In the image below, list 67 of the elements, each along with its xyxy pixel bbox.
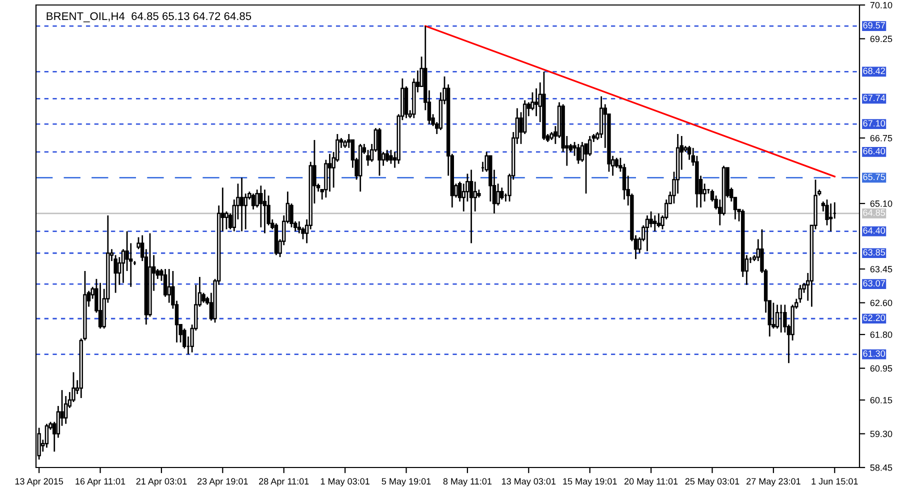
candlestick — [240, 177, 244, 232]
candlestick — [588, 135, 592, 157]
x-tick-label: 5 May 19:01 — [382, 478, 431, 486]
y-tick-label: 63.45 — [870, 266, 892, 272]
y-tick-label: 61.80 — [870, 331, 892, 338]
ref-line-label: 65.75 — [863, 174, 886, 180]
x-tick-label: 20 May 11:01 — [624, 478, 678, 486]
candlestick — [473, 180, 477, 212]
ref-line-label: 67.10 — [863, 120, 886, 127]
ref-line-label: 64.40 — [863, 227, 886, 234]
candlestick — [469, 169, 474, 244]
x-tick-label: 1 May 03:01 — [320, 478, 370, 486]
candlestick — [576, 143, 580, 164]
candlestick — [645, 214, 650, 252]
candlestick — [656, 212, 661, 228]
y-tick-label: 70.10 — [870, 2, 892, 8]
candlestick — [584, 143, 588, 194]
ref-line-label: 67.74 — [863, 94, 886, 102]
ref-line-label: 63.85 — [863, 249, 886, 256]
candlestick — [328, 153, 332, 192]
candlestick — [366, 149, 370, 166]
candlestick — [775, 304, 780, 330]
ref-line-label: 68.42 — [863, 68, 885, 74]
text: BRENT_OIL,H4 64.85 65.13 64.72 64.85 — [46, 12, 252, 22]
x-tick-label: 27 May 23:01 — [746, 478, 800, 486]
ref-line-label: 64.85 — [863, 209, 886, 216]
y-tick-label: 60.95 — [870, 365, 892, 372]
candlestick — [534, 88, 538, 117]
x-tick-label: 13 May 03:01 — [502, 478, 556, 486]
x-tick-label: 13 Apr 2015 — [15, 478, 64, 486]
x-tick-label: 25 May 03:01 — [685, 478, 740, 486]
ref-line-label: 61.30 — [863, 350, 886, 357]
ref-line-label: 66.40 — [863, 148, 886, 154]
y-tick-label: 60.15 — [870, 396, 892, 404]
candlestick — [500, 186, 504, 200]
y-tick-label: 59.30 — [870, 430, 892, 438]
candlestick — [828, 202, 833, 232]
candlestick — [389, 149, 393, 164]
ref-line-label: 62.20 — [863, 314, 886, 322]
x-tick-label: 1 Jun 15:01 — [812, 478, 858, 485]
candlestick — [202, 292, 206, 304]
y-tick-label: 69.25 — [870, 36, 892, 42]
candlestick — [385, 149, 389, 163]
y-tick-label: 62.60 — [870, 300, 892, 306]
candlestick — [496, 182, 500, 206]
y-tick-label: 66.75 — [870, 134, 892, 142]
candlestick — [244, 192, 248, 230]
candlestick — [224, 210, 228, 230]
candlestick — [251, 192, 256, 210]
candlestick — [44, 423, 49, 448]
candlestick — [649, 210, 653, 228]
x-tick-label: 23 Apr 19:01 — [198, 478, 248, 486]
candlestick — [614, 157, 618, 168]
x-tick-label: 21 Apr 03:01 — [136, 478, 187, 486]
x-tick-label: 28 Apr 11:01 — [259, 478, 309, 486]
x-tick-label: 8 May 11:01 — [443, 478, 492, 486]
ref-line-label: 69.57 — [863, 22, 885, 28]
candlestick — [653, 214, 657, 232]
y-tick-label: 58.45 — [870, 464, 892, 471]
candlestick — [98, 282, 102, 330]
candlestick — [167, 268, 171, 304]
ref-line-label: 63.07 — [863, 280, 885, 287]
candlestick — [702, 182, 706, 202]
x-tick-label: 16 Apr 11:01 — [76, 478, 126, 486]
x-tick-label: 15 May 19:01 — [563, 478, 617, 486]
y-tick-label: 65.10 — [870, 200, 892, 207]
candlestick — [262, 188, 267, 234]
